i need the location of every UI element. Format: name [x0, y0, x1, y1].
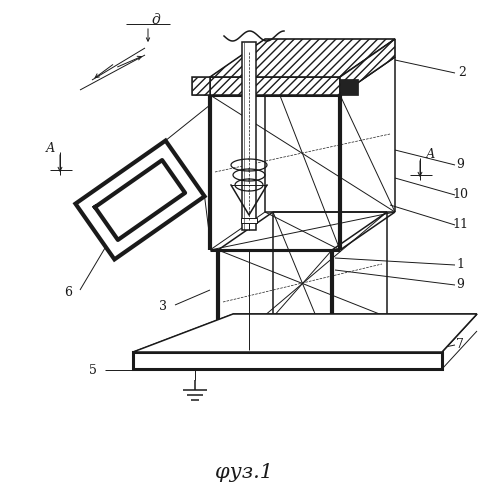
- Polygon shape: [133, 314, 477, 352]
- Text: 1: 1: [456, 258, 464, 272]
- Text: 11: 11: [452, 218, 468, 232]
- Polygon shape: [242, 42, 256, 230]
- Text: 7: 7: [456, 338, 464, 351]
- Polygon shape: [76, 140, 204, 260]
- Text: 9: 9: [456, 158, 464, 172]
- Polygon shape: [210, 39, 395, 77]
- Text: д: д: [152, 13, 161, 27]
- Text: А: А: [425, 148, 435, 162]
- Text: 6: 6: [64, 286, 72, 298]
- Text: а: а: [146, 176, 154, 190]
- Polygon shape: [241, 218, 257, 223]
- Polygon shape: [340, 79, 358, 95]
- Text: 10: 10: [452, 188, 468, 202]
- Text: 9: 9: [456, 278, 464, 291]
- Polygon shape: [192, 77, 210, 95]
- Polygon shape: [133, 352, 442, 369]
- Text: φуз.1: φуз.1: [215, 462, 273, 481]
- Text: б: б: [130, 220, 138, 232]
- Text: А: А: [45, 142, 55, 154]
- Text: 4: 4: [371, 56, 379, 68]
- Polygon shape: [210, 77, 340, 95]
- Text: 3: 3: [296, 46, 304, 59]
- Polygon shape: [340, 39, 395, 95]
- Text: 2: 2: [458, 66, 466, 80]
- Text: 5: 5: [89, 364, 97, 376]
- Text: 3: 3: [159, 300, 167, 314]
